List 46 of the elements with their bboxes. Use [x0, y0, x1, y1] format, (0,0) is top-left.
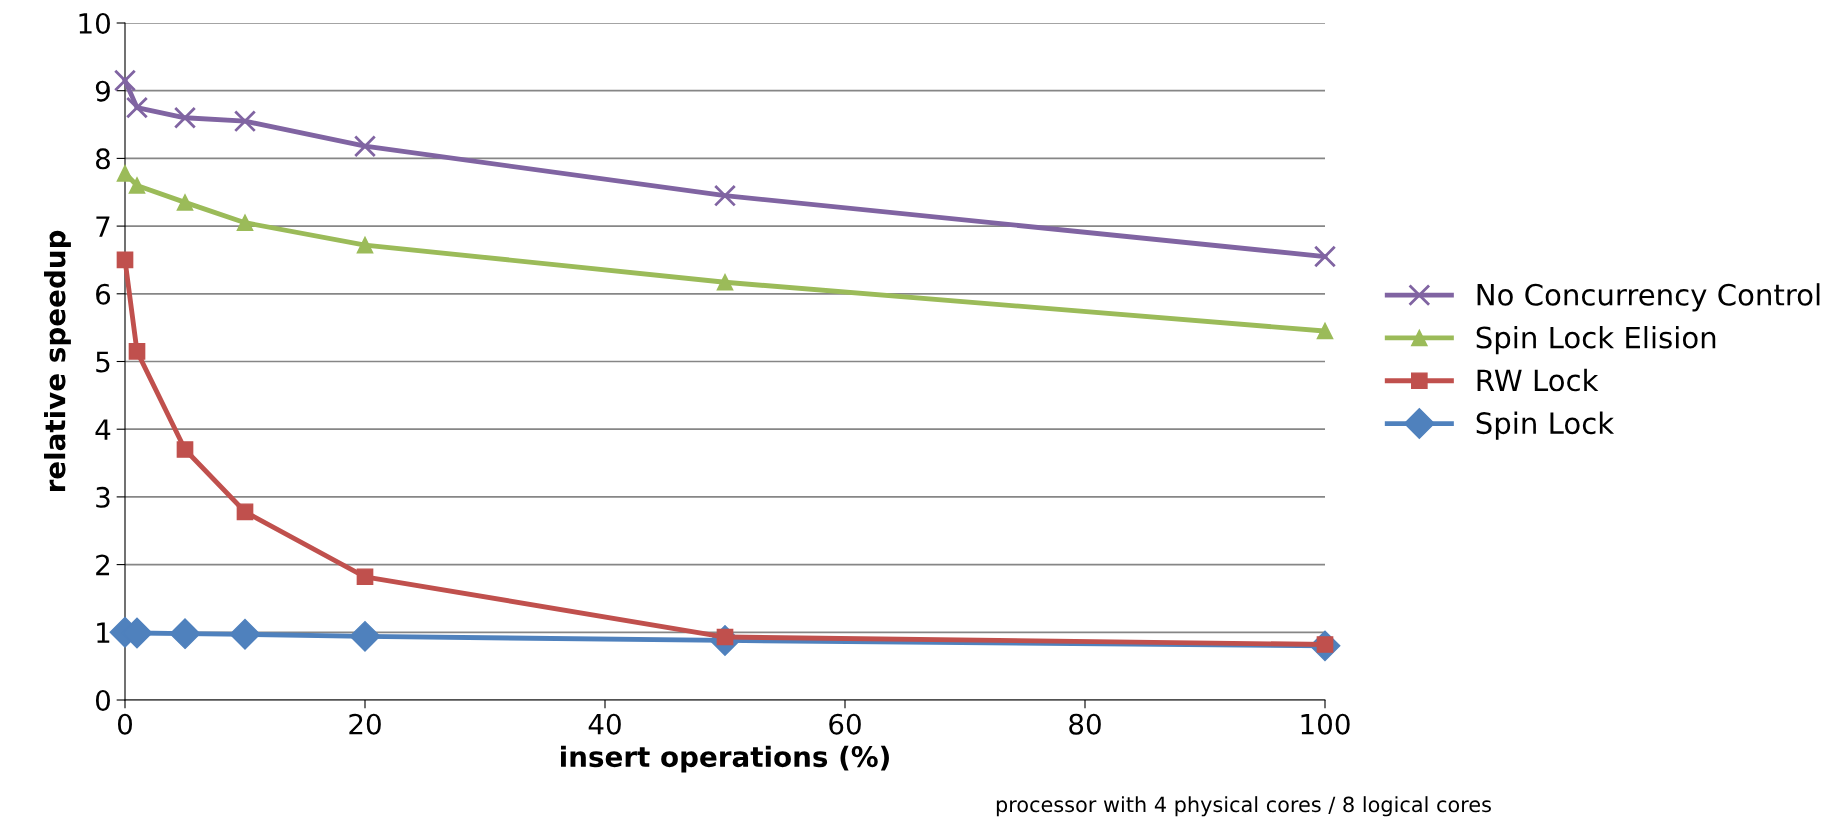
- x-tick-label: 20: [349, 713, 381, 735]
- point: [113, 69, 137, 92]
- point: [1313, 245, 1337, 268]
- y-tick-label: 5: [96, 351, 110, 373]
- point: [716, 273, 734, 291]
- point: [128, 177, 146, 194]
- point: [125, 96, 149, 119]
- point: [349, 620, 381, 652]
- legend-label: RW Lock: [1477, 368, 1599, 392]
- legend-label: Spin Lock: [1476, 411, 1615, 440]
- y-tick-label: 8: [96, 148, 110, 170]
- point: [236, 214, 254, 232]
- point: [353, 135, 377, 158]
- y-tick-label: 2: [96, 554, 110, 576]
- x-tick-label: 100: [1301, 713, 1350, 735]
- y-tick-label: 1: [97, 622, 110, 643]
- x-tick-label: 0: [117, 713, 132, 735]
- legend-label: No Concurrency Control: [1477, 283, 1820, 312]
- point: [236, 503, 254, 521]
- point: [356, 236, 374, 254]
- y-tick-label: 10: [79, 12, 110, 34]
- legend-label: Spin Lock Elision: [1476, 325, 1716, 355]
- x-tick-label: 60: [829, 713, 861, 735]
- point: [713, 184, 737, 207]
- point: [176, 194, 194, 211]
- y-axis-title: relative speedup: [44, 230, 71, 492]
- point: [116, 251, 134, 269]
- y-tick-label: 7: [96, 216, 110, 237]
- x-tick-label: 40: [588, 713, 621, 735]
- text: processor with 4 physical cores / 8 logical cores: [996, 796, 1491, 817]
- point: [233, 110, 257, 133]
- point: [356, 568, 374, 586]
- x-axis-title: insert operations (%): [561, 745, 889, 773]
- x-tick-label: 80: [1069, 713, 1101, 735]
- y-tick-label: 0: [95, 689, 110, 711]
- y-tick-label: 9: [95, 80, 110, 102]
- point: [176, 441, 194, 458]
- point: [128, 343, 146, 360]
- y-tick-label: 4: [95, 419, 111, 440]
- point: [116, 164, 134, 182]
- point: [173, 106, 197, 129]
- y-tick-label: 3: [96, 486, 110, 508]
- point: [229, 618, 261, 650]
- y-tick-label: 6: [96, 283, 111, 305]
- point: [169, 618, 201, 650]
- point: [1316, 322, 1334, 340]
